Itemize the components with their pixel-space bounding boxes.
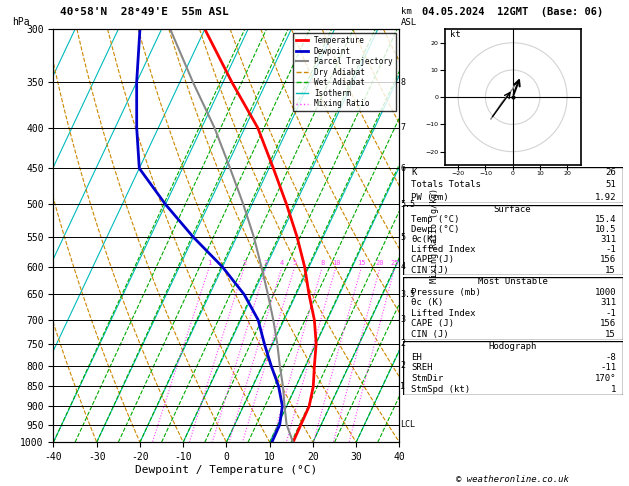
Text: 8: 8 [400,78,405,87]
Text: Lifted Index: Lifted Index [411,309,476,318]
Text: CAPE (J): CAPE (J) [411,319,454,329]
Text: Mixing Ratio (g/kg): Mixing Ratio (g/kg) [430,188,438,283]
Text: 4: 4 [400,262,405,272]
X-axis label: Dewpoint / Temperature (°C): Dewpoint / Temperature (°C) [135,465,318,475]
Text: 170°: 170° [594,374,616,383]
Text: 25: 25 [391,260,399,266]
Text: -11: -11 [600,364,616,372]
Text: 04.05.2024  12GMT  (Base: 06): 04.05.2024 12GMT (Base: 06) [422,7,603,17]
Text: Pressure (mb): Pressure (mb) [411,288,481,297]
Text: 2: 2 [242,260,247,266]
Text: LCL: LCL [400,420,415,429]
Text: 156: 156 [600,256,616,264]
Text: 40°58'N  28°49'E  55m ASL: 40°58'N 28°49'E 55m ASL [60,7,228,17]
Text: StmDir: StmDir [411,374,443,383]
Text: CIN (J): CIN (J) [411,330,449,339]
Text: 26: 26 [605,168,616,177]
Text: 1.92: 1.92 [594,192,616,202]
Text: θc(K): θc(K) [411,235,438,244]
Text: 15.4: 15.4 [594,215,616,224]
Text: 3.5: 3.5 [400,290,415,299]
Text: -8: -8 [605,353,616,362]
Text: K: K [411,168,417,177]
Text: Hodograph: Hodograph [489,342,537,351]
Text: θc (K): θc (K) [411,298,443,307]
Text: 1: 1 [207,260,211,266]
Text: 5: 5 [292,260,297,266]
Text: 10.5: 10.5 [594,226,616,234]
Text: Temp (°C): Temp (°C) [411,215,460,224]
Text: 5.5: 5.5 [400,200,415,209]
Text: PW (cm): PW (cm) [411,192,449,202]
Text: km
ASL: km ASL [401,7,417,27]
Text: 1000: 1000 [594,288,616,297]
Text: CIN (J): CIN (J) [411,265,449,275]
Text: 10: 10 [331,260,340,266]
Text: kt: kt [450,30,461,39]
Legend: Temperature, Dewpoint, Parcel Trajectory, Dry Adiabat, Wet Adiabat, Isotherm, Mi: Temperature, Dewpoint, Parcel Trajectory… [293,33,396,111]
Text: 4: 4 [280,260,284,266]
Text: 6: 6 [400,164,405,173]
Text: 7: 7 [400,123,405,132]
Text: Dewp (°C): Dewp (°C) [411,226,460,234]
Text: 15: 15 [357,260,365,266]
Text: 156: 156 [600,319,616,329]
Text: Totals Totals: Totals Totals [411,180,481,190]
Text: -1: -1 [605,245,616,254]
Text: 3: 3 [400,315,405,324]
Text: -1: -1 [605,309,616,318]
Text: 15: 15 [605,330,616,339]
Text: 1: 1 [611,385,616,394]
Text: SREH: SREH [411,364,433,372]
Text: 311: 311 [600,235,616,244]
Text: © weatheronline.co.uk: © weatheronline.co.uk [456,474,569,484]
Text: 2: 2 [400,361,405,370]
Text: 15: 15 [605,265,616,275]
Text: Surface: Surface [494,205,532,214]
Text: CAPE (J): CAPE (J) [411,256,454,264]
Text: 51: 51 [605,180,616,190]
Text: 8: 8 [320,260,325,266]
Text: hPa: hPa [13,17,30,27]
Text: 3: 3 [264,260,268,266]
Text: 311: 311 [600,298,616,307]
Text: 2: 2 [400,339,405,348]
Text: 1: 1 [400,382,405,391]
Text: Lifted Index: Lifted Index [411,245,476,254]
Text: 5: 5 [400,233,405,242]
Text: StmSpd (kt): StmSpd (kt) [411,385,470,394]
Text: Most Unstable: Most Unstable [477,278,548,286]
Text: 20: 20 [376,260,384,266]
Text: EH: EH [411,353,422,362]
